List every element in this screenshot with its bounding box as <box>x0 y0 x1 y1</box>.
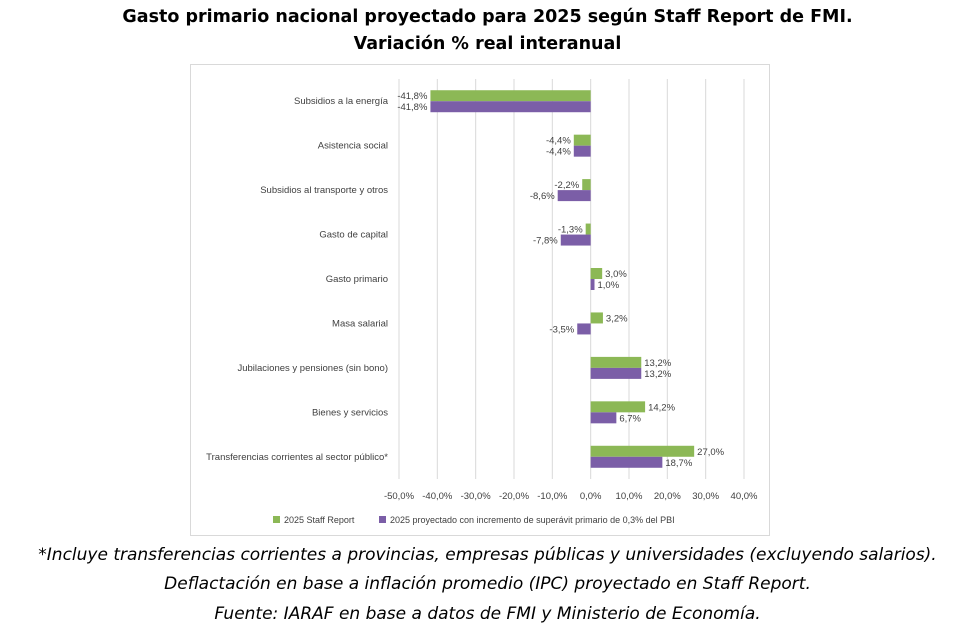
legend-label: 2025 proyectado con incremento de superá… <box>390 515 675 525</box>
bar-staff-report <box>590 401 646 413</box>
category-label: Asistencia social <box>318 141 388 152</box>
footnote-source: Fuente: IARAF en base a datos de FMI y M… <box>214 604 761 624</box>
data-label: 13,2% <box>644 358 671 369</box>
data-label: -4,4% <box>546 147 571 158</box>
data-label: 3,0% <box>605 269 627 280</box>
bar-proyectado <box>577 323 591 335</box>
data-label: -4,4% <box>546 136 571 147</box>
data-label: 6,7% <box>619 413 641 424</box>
x-tick-label: -30,0% <box>461 491 492 502</box>
data-label: -2,2% <box>554 180 579 191</box>
footnote-definition: *Incluye transferencias corrientes a pro… <box>38 545 937 565</box>
category-label: Jubilaciones y pensiones (sin bono) <box>237 363 388 374</box>
bar-staff-report <box>573 134 591 146</box>
data-label: 18,7% <box>665 458 692 469</box>
bar-proyectado <box>590 367 642 379</box>
data-label: 3,2% <box>606 313 628 324</box>
chart-area: -50,0% -40,0% -30,0% -20,0% -10,0% 0,0% 10,0% 2… <box>190 64 770 536</box>
legend-swatch <box>379 516 386 523</box>
category-label: Subsidios a la energía <box>294 96 389 107</box>
bar-proyectado <box>590 279 595 290</box>
legend-swatch <box>273 516 280 523</box>
bar-proyectado <box>560 234 591 246</box>
data-label: -3,5% <box>549 324 574 335</box>
x-tick-label: 0,0% <box>580 491 602 502</box>
data-label: -41,8% <box>397 91 428 102</box>
category-label: Bienes y servicios <box>312 407 388 418</box>
x-tick-label: -20,0% <box>499 491 530 502</box>
data-label: 1,0% <box>598 280 620 291</box>
x-tick-label: -10,0% <box>537 491 568 502</box>
bar-staff-report <box>590 312 603 324</box>
bar-proyectado <box>557 190 591 202</box>
title-line-1: Gasto primario nacional proyectado para … <box>122 7 853 27</box>
bar-proyectado <box>590 412 617 424</box>
bar-staff-report <box>590 268 603 279</box>
x-tick-label: -40,0% <box>422 491 453 502</box>
bar-staff-report <box>585 223 591 235</box>
footnote-deflation: Deflactación en base a inflación promedi… <box>164 574 811 594</box>
category-label: Gasto primario <box>326 274 388 285</box>
x-tick-label: -50,0% <box>384 491 415 502</box>
data-label: -8,6% <box>530 191 555 202</box>
bar-staff-report <box>590 356 642 368</box>
bar-staff-report <box>590 445 695 457</box>
data-label: 27,0% <box>697 447 724 458</box>
data-label: -7,8% <box>533 236 558 247</box>
bar-proyectado <box>573 145 591 157</box>
bar-proyectado <box>430 101 591 113</box>
chart-title: Gasto primario nacional proyectado para … <box>0 4 975 58</box>
bar-chart: -50,0% -40,0% -30,0% -20,0% -10,0% 0,0% 10,0% 2… <box>206 79 758 525</box>
x-tick-label: 40,0% <box>731 491 758 502</box>
x-tick-label: 10,0% <box>616 491 643 502</box>
x-tick-label: 20,0% <box>654 491 681 502</box>
x-tick-label: 30,0% <box>692 491 719 502</box>
category-label: Transferencias corrientes al sector públ… <box>206 452 388 463</box>
category-label: Masa salarial <box>332 318 388 329</box>
data-label: 13,2% <box>644 369 671 380</box>
data-label: -41,8% <box>397 102 428 113</box>
category-label: Subsidios al transporte y otros <box>260 185 388 196</box>
bar-proyectado <box>590 456 663 468</box>
data-label: -1,3% <box>558 225 583 236</box>
title-line-2: Variación % real interanual <box>353 34 622 54</box>
data-label: 14,2% <box>648 402 675 413</box>
category-label: Gasto de capital <box>319 230 388 241</box>
bar-staff-report <box>582 179 591 191</box>
bar-staff-report <box>430 90 591 102</box>
legend-label: 2025 Staff Report <box>284 515 355 525</box>
